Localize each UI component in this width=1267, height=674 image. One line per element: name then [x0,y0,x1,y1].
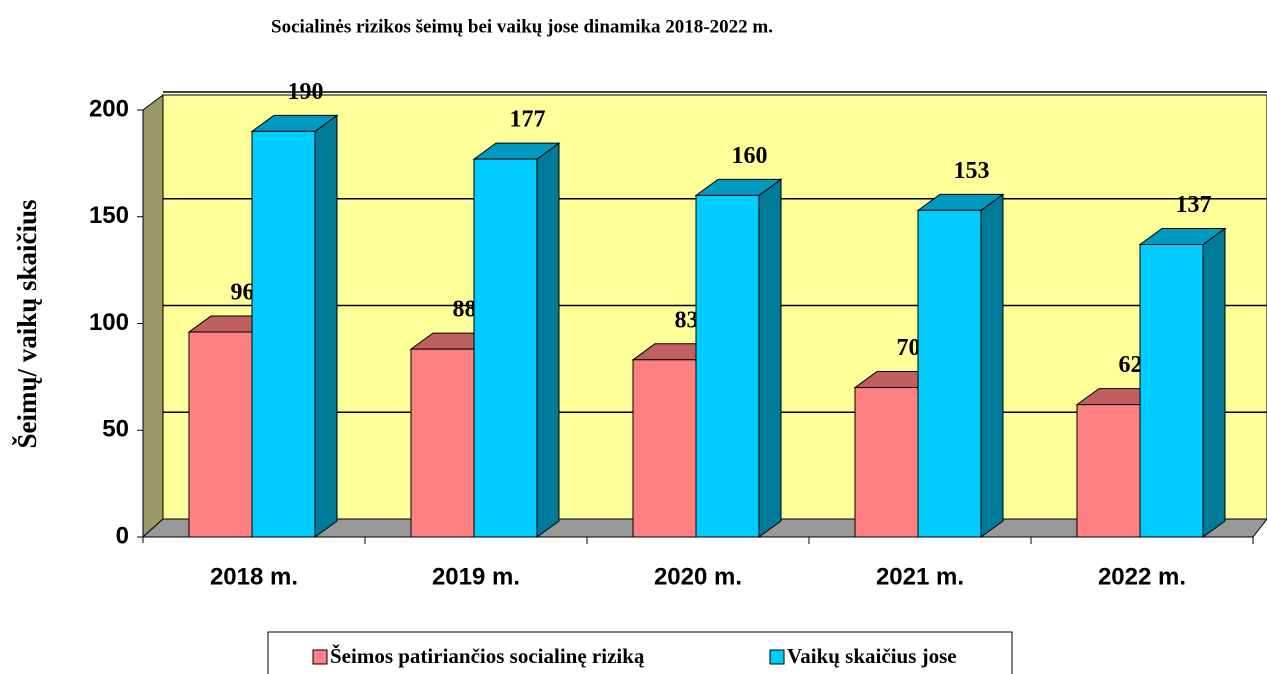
legend-swatch [769,649,785,665]
bar [695,194,760,538]
data-label: 88 [453,297,477,323]
y-tick-label: 50 [102,416,129,443]
chart-title: Socialinės rizikos šeimų bei vaikų jose … [271,16,773,37]
bar [188,331,253,538]
y-tick-label: 0 [116,522,129,549]
bar [854,387,919,538]
bar-side [536,142,560,538]
bar [632,359,697,538]
bar [410,348,475,538]
bar-side [980,193,1004,538]
bar-side [314,114,338,538]
x-tick-label: 2018 m. [210,563,298,590]
data-label: 160 [732,143,768,169]
bar [1076,404,1141,538]
legend-label: Vaikų skaičius jose [787,644,957,668]
legend [267,631,1013,674]
y-tick-label: 200 [89,95,129,122]
data-label: 190 [288,79,324,105]
data-label: 96 [231,280,255,306]
bar [251,130,316,538]
x-tick-label: 2021 m. [876,563,964,590]
y-axis-label: Šeimų/ vaikų skaičius [12,199,42,448]
bar-side [1202,227,1226,538]
bar [917,209,982,538]
x-tick-label: 2022 m. [1098,563,1186,590]
bar [473,158,538,538]
x-tick-label: 2020 m. [654,563,742,590]
bar [1139,244,1204,538]
y-tick-label: 100 [89,309,129,336]
legend-swatch [312,649,328,665]
x-tick-label: 2019 m. [432,563,520,590]
data-label: 177 [510,107,546,133]
bar-side [758,178,782,538]
y-tick-label: 150 [89,202,129,229]
data-label: 137 [1176,192,1212,218]
side-wall [142,94,164,539]
data-label: 83 [675,307,699,333]
data-label: 70 [897,335,921,361]
data-label: 62 [1119,352,1143,378]
legend-label: Šeimos patiriančios socialinę riziką [330,644,645,668]
data-label: 153 [954,158,990,184]
